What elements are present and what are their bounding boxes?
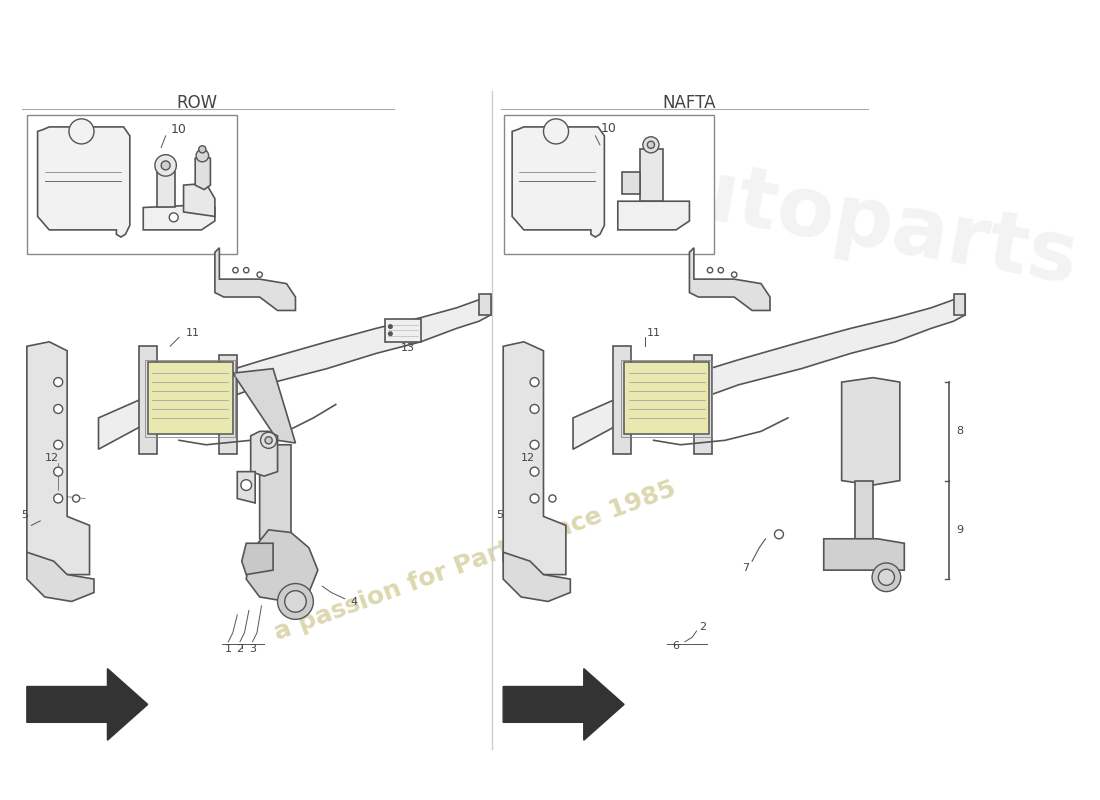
Polygon shape: [385, 319, 421, 342]
Circle shape: [718, 267, 724, 273]
Circle shape: [642, 137, 659, 153]
Circle shape: [530, 440, 539, 450]
Circle shape: [162, 161, 170, 170]
Polygon shape: [573, 294, 965, 450]
Circle shape: [261, 432, 277, 448]
Text: 3: 3: [249, 644, 256, 654]
Polygon shape: [640, 150, 662, 202]
Polygon shape: [503, 669, 624, 740]
Circle shape: [277, 583, 313, 619]
Polygon shape: [214, 248, 296, 310]
Circle shape: [54, 405, 63, 414]
Circle shape: [233, 267, 239, 273]
Text: 10: 10: [601, 122, 617, 135]
FancyBboxPatch shape: [26, 115, 238, 254]
Text: 5: 5: [22, 510, 29, 520]
Text: 8: 8: [956, 426, 964, 436]
Circle shape: [155, 154, 176, 176]
Text: 7: 7: [742, 563, 749, 574]
Circle shape: [388, 332, 393, 335]
Circle shape: [54, 467, 63, 476]
Circle shape: [69, 119, 94, 144]
Polygon shape: [503, 342, 565, 574]
Text: 12: 12: [45, 453, 59, 463]
Circle shape: [530, 467, 539, 476]
Text: 6: 6: [672, 642, 680, 651]
Polygon shape: [184, 183, 214, 217]
Circle shape: [647, 142, 654, 149]
Text: autoparts: autoparts: [617, 141, 1084, 301]
Polygon shape: [143, 205, 214, 230]
Circle shape: [774, 530, 783, 538]
Circle shape: [73, 495, 79, 502]
Polygon shape: [139, 346, 156, 454]
Circle shape: [169, 213, 178, 222]
Polygon shape: [824, 538, 904, 570]
Polygon shape: [842, 378, 900, 485]
Polygon shape: [614, 346, 631, 454]
Polygon shape: [37, 127, 130, 237]
Polygon shape: [246, 530, 318, 602]
Polygon shape: [242, 543, 273, 574]
Circle shape: [530, 494, 539, 503]
Circle shape: [257, 272, 262, 278]
Text: a passion for Parts since 1985: a passion for Parts since 1985: [271, 477, 679, 646]
Polygon shape: [694, 355, 712, 454]
Circle shape: [388, 325, 393, 328]
Polygon shape: [219, 355, 238, 454]
Polygon shape: [195, 155, 210, 190]
Polygon shape: [26, 552, 94, 602]
Circle shape: [54, 440, 63, 450]
Circle shape: [707, 267, 713, 273]
Polygon shape: [26, 669, 147, 740]
Polygon shape: [690, 248, 770, 310]
Polygon shape: [26, 342, 89, 574]
Circle shape: [243, 267, 249, 273]
Polygon shape: [156, 172, 175, 207]
Text: 2: 2: [700, 622, 706, 631]
Text: 13: 13: [400, 343, 415, 353]
Circle shape: [265, 437, 272, 444]
FancyBboxPatch shape: [504, 115, 715, 254]
Polygon shape: [513, 127, 604, 237]
Polygon shape: [618, 202, 690, 230]
Text: 5: 5: [496, 510, 503, 520]
Circle shape: [241, 480, 252, 490]
Text: NAFTA: NAFTA: [662, 94, 716, 112]
Circle shape: [54, 378, 63, 386]
Circle shape: [196, 150, 209, 162]
Polygon shape: [478, 294, 491, 315]
Circle shape: [543, 119, 569, 144]
Text: 9: 9: [956, 525, 964, 535]
Polygon shape: [251, 431, 277, 476]
Circle shape: [285, 590, 306, 612]
Polygon shape: [99, 294, 491, 450]
Text: 11: 11: [186, 328, 199, 338]
Polygon shape: [238, 472, 255, 503]
Polygon shape: [503, 552, 570, 602]
Circle shape: [530, 405, 539, 414]
Circle shape: [872, 563, 901, 592]
Circle shape: [199, 146, 206, 153]
Text: 10: 10: [172, 123, 187, 136]
Circle shape: [549, 495, 556, 502]
Polygon shape: [260, 445, 292, 543]
Text: 4: 4: [350, 598, 358, 607]
Text: ROW: ROW: [176, 94, 218, 112]
Text: 2: 2: [236, 644, 243, 654]
Polygon shape: [233, 369, 296, 443]
Circle shape: [878, 570, 894, 586]
Text: 12: 12: [521, 453, 536, 463]
Circle shape: [54, 494, 63, 503]
FancyBboxPatch shape: [624, 362, 710, 434]
FancyBboxPatch shape: [147, 362, 233, 434]
Circle shape: [732, 272, 737, 278]
Polygon shape: [623, 172, 640, 194]
Circle shape: [530, 378, 539, 386]
Text: 1: 1: [224, 644, 232, 654]
Text: 11: 11: [647, 328, 661, 338]
Polygon shape: [855, 481, 873, 561]
Polygon shape: [954, 294, 965, 315]
